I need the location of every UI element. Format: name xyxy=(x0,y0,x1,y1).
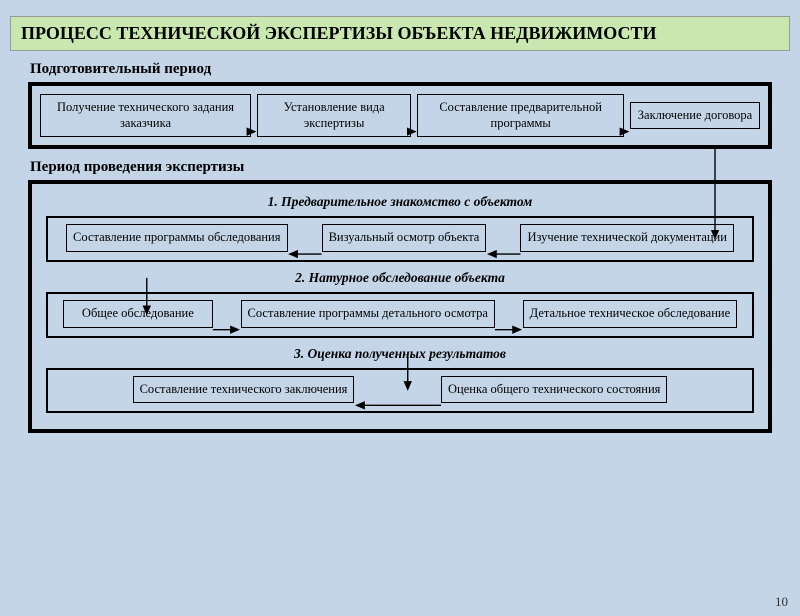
page-number: 10 xyxy=(775,594,788,610)
box-visual-inspection: Визуальный осмотр объекта xyxy=(322,224,487,252)
prep-row: Получение технического задания заказчика… xyxy=(40,94,760,137)
box-general-survey: Общее обследование xyxy=(63,300,213,328)
stage2-title: 2. Натурное обследование объекта xyxy=(40,270,760,286)
box-detail-tech-survey: Детальное техническое обследование xyxy=(523,300,738,328)
prep-period-container: Получение технического задания заказчика… xyxy=(28,82,772,149)
prep-period-label: Подготовительный период xyxy=(30,61,800,78)
box-task-receipt: Получение технического задания заказчика xyxy=(40,94,251,137)
box-doc-study: Изучение технической документации xyxy=(520,224,733,252)
box-condition-assessment: Оценка общего технического состояния xyxy=(441,376,667,404)
box-detail-program: Составление программы детального осмотра xyxy=(241,300,495,328)
stage3-title: 3. Оценка полученных результатов xyxy=(40,346,760,362)
stage1-container: Составление программы обследования Визуа… xyxy=(46,216,754,262)
stage3-row: Составление технического заключения Оцен… xyxy=(52,376,748,404)
stage2-container: Общее обследование Составление программы… xyxy=(46,292,754,338)
box-survey-program: Составление программы обследования xyxy=(66,224,287,252)
box-prelim-program: Составление предварительной программы xyxy=(417,94,624,137)
stage1-title: 1. Предварительное знакомство с объектом xyxy=(40,194,760,210)
page-title: ПРОЦЕСС ТЕХНИЧЕСКОЙ ЭКСПЕРТИЗЫ ОБЪЕКТА Н… xyxy=(10,16,790,51)
exam-period-container: 1. Предварительное знакомство с объектом… xyxy=(28,180,772,433)
stage1-row: Составление программы обследования Визуа… xyxy=(52,224,748,252)
stage2-row: Общее обследование Составление программы… xyxy=(52,300,748,328)
exam-period-label: Период проведения экспертизы xyxy=(30,159,800,176)
stage3-container: Составление технического заключения Оцен… xyxy=(46,368,754,414)
box-tech-conclusion: Составление технического заключения xyxy=(133,376,355,404)
box-contract: Заключение договора xyxy=(630,102,760,130)
box-type-establishment: Установление вида экспертизы xyxy=(257,94,411,137)
